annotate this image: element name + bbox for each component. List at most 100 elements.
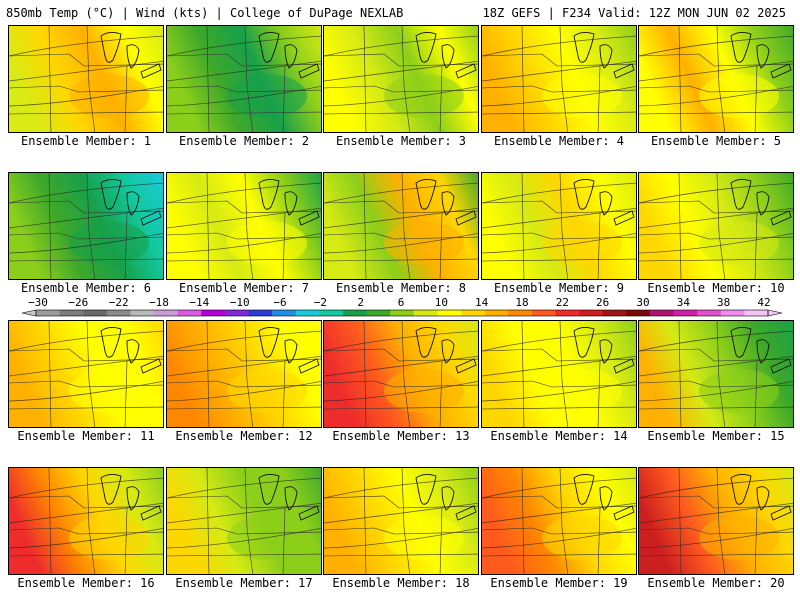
height-contour (482, 355, 636, 377)
height-contour (9, 527, 163, 549)
state-border (282, 65, 286, 132)
state-border (482, 53, 636, 67)
height-contour (639, 380, 793, 402)
state-border (86, 321, 96, 427)
state-border (206, 468, 210, 574)
height-contour (639, 35, 793, 57)
colorbar-swatch (626, 310, 651, 316)
height-contour (167, 355, 321, 377)
colorbar-swatch (555, 310, 580, 316)
state-border (363, 26, 367, 132)
state-border (482, 232, 636, 240)
ensemble-map-panel (166, 172, 322, 280)
colorbar-swatch (83, 310, 108, 316)
colorbar-swatch (390, 310, 415, 316)
height-contour (167, 85, 321, 107)
state-border (324, 380, 478, 388)
great-lakes-outline (100, 31, 162, 79)
state-border (678, 468, 682, 574)
state-border (754, 65, 758, 132)
state-border (324, 348, 478, 362)
height-contour (9, 232, 163, 254)
valid-time: 18Z GEFS | F234 Valid: 12Z MON JUN 02 20… (482, 6, 786, 20)
height-contour (167, 477, 321, 499)
great-lakes-outline (100, 473, 162, 521)
ensemble-member-label: Ensemble Member: 2 (178, 134, 310, 148)
height-contour (482, 207, 636, 229)
colorbar (0, 296, 800, 318)
state-border (559, 468, 569, 574)
height-contour (639, 60, 793, 82)
state-border (48, 26, 52, 132)
state-border (167, 495, 321, 509)
state-border (244, 173, 254, 279)
colorbar-tick-label: −26 (68, 296, 89, 309)
chart-title: 850mb Temp (°C) | Wind (kts) | College o… (6, 6, 404, 20)
state-border (521, 173, 525, 279)
great-lakes-outline (415, 473, 477, 521)
ensemble-map-panel (323, 320, 479, 428)
ensemble-map-panel (481, 467, 637, 575)
height-contour (482, 330, 636, 352)
ensemble-member-label: Ensemble Member: 5 (650, 134, 782, 148)
height-contour (482, 232, 636, 254)
colorbar-tick-label: 30 (636, 296, 650, 309)
ensemble-member-label: Ensemble Member: 7 (178, 281, 310, 295)
ensemble-map-panel (8, 172, 164, 280)
height-contour (482, 477, 636, 499)
great-lakes-outline (258, 326, 320, 374)
height-contour (639, 85, 793, 107)
ensemble-map-panel (8, 25, 164, 133)
ensemble-map-panel (638, 467, 794, 575)
height-contour (167, 380, 321, 402)
ensemble-map-panel (638, 25, 794, 133)
height-contour (324, 355, 478, 377)
state-border (439, 507, 443, 574)
colorbar-swatch (130, 310, 155, 316)
colorbar-swatch (508, 310, 533, 316)
great-lakes-outline (730, 178, 792, 226)
height-contour (324, 477, 478, 499)
height-contour (639, 355, 793, 377)
state-border (597, 507, 601, 574)
state-border (639, 258, 793, 262)
colorbar-swatch (413, 310, 438, 316)
state-border (521, 321, 525, 427)
height-contour (482, 35, 636, 57)
colorbar-swatch (697, 310, 722, 316)
colorbar-swatch (342, 310, 368, 316)
colorbar-tick-label: 14 (475, 296, 489, 309)
colorbar-swatch (673, 310, 698, 316)
state-border (482, 258, 636, 262)
height-contour (167, 232, 321, 254)
great-lakes-outline (258, 473, 320, 521)
state-border (363, 173, 367, 279)
state-border (597, 65, 601, 132)
ensemble-map-panel (166, 467, 322, 575)
state-border (401, 26, 411, 132)
state-border (482, 527, 636, 535)
colorbar-max-arrow (767, 309, 783, 317)
state-border (244, 26, 254, 132)
state-border (282, 360, 286, 427)
state-border (439, 65, 443, 132)
height-contour (639, 502, 793, 524)
ensemble-map-panel (166, 25, 322, 133)
colorbar-tick-label: −10 (229, 296, 250, 309)
colorbar-swatch (461, 310, 486, 316)
state-border (324, 53, 478, 67)
state-border (9, 232, 163, 240)
height-contour (9, 60, 163, 82)
state-border (324, 495, 478, 509)
state-border (597, 212, 601, 279)
height-contour (324, 35, 478, 57)
state-border (124, 507, 128, 574)
state-border (559, 26, 569, 132)
ensemble-map-panel (638, 172, 794, 280)
state-border (639, 495, 793, 509)
state-border (521, 26, 525, 132)
colorbar-frame (35, 309, 769, 317)
state-border (401, 321, 411, 427)
state-border (86, 173, 96, 279)
colorbar-swatch (36, 310, 61, 316)
